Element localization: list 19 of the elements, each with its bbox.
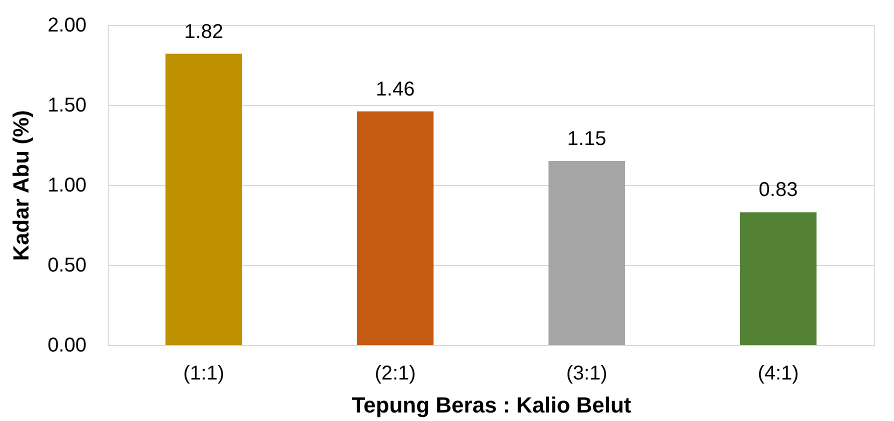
y-tick-label: 1.00 (48, 174, 86, 196)
bar (356, 111, 434, 345)
x-tick-label: (2:1) (374, 362, 416, 384)
data-label: 1.46 (376, 78, 415, 100)
bar (740, 212, 817, 345)
data-label: 1.15 (567, 128, 606, 150)
data-label: 1.82 (184, 20, 224, 43)
x-tick-label: (1:1) (183, 362, 224, 384)
y-tick-label: 1.50 (48, 94, 86, 116)
x-tick-label: (3:1) (566, 362, 608, 384)
y-axis-title: Kadar Abu (%) (8, 110, 34, 261)
bar (165, 54, 242, 345)
x-axis-title: Tepung Beras : Kalio Belut (352, 392, 632, 418)
y-tick-label: 0.50 (48, 254, 86, 276)
y-tick-label: 0.00 (48, 334, 86, 356)
data-label: 0.83 (758, 179, 798, 202)
bar (548, 161, 626, 345)
y-tick-label: 2.00 (48, 14, 86, 36)
x-tick-label: (4:1) (758, 362, 799, 384)
